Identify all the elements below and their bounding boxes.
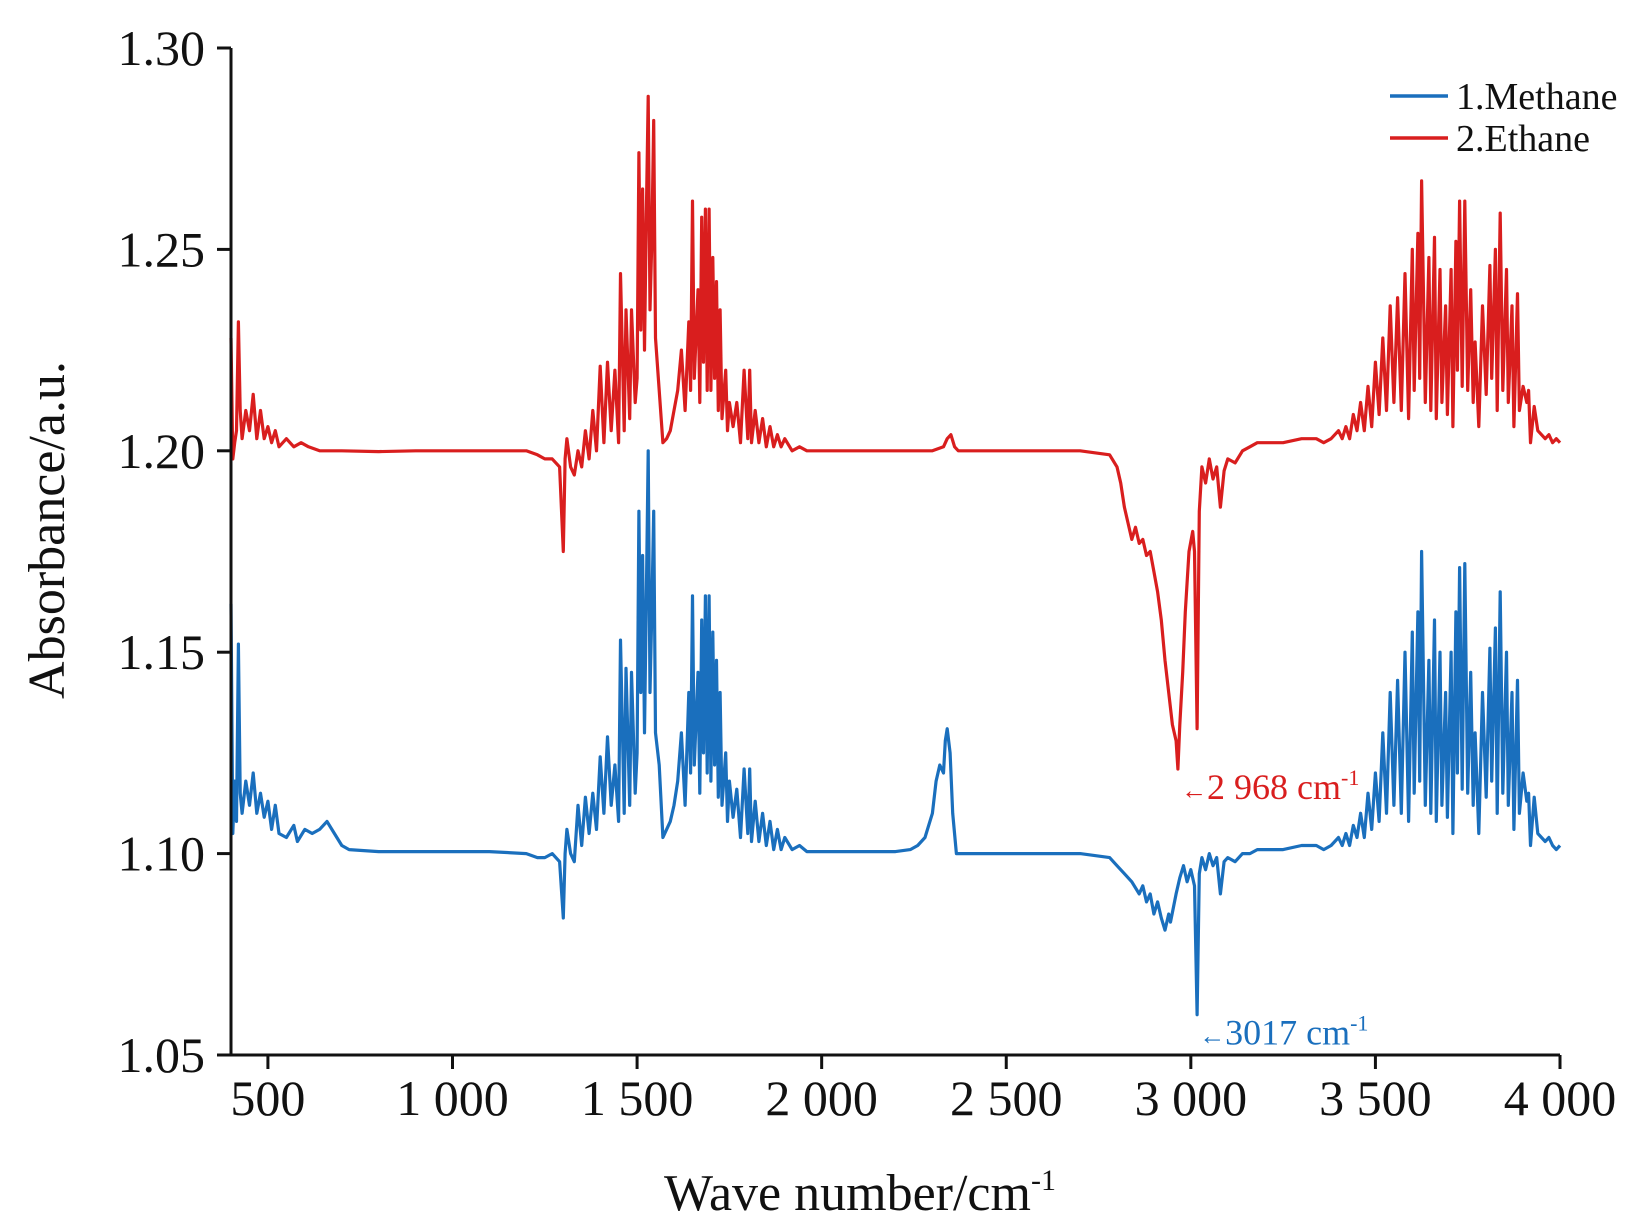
annotation-arrow: ←	[1199, 1022, 1225, 1051]
x-tick-label: 1 500	[581, 1070, 694, 1126]
x-tick-label: 1 000	[396, 1070, 509, 1126]
x-axis-title-sup: -1	[1031, 1164, 1056, 1197]
x-tick-label: 3 000	[1135, 1070, 1248, 1126]
y-axis-title: Absorbance/a.u.	[19, 361, 76, 699]
y-tick-label: 1.30	[118, 20, 206, 76]
y-tick-label: 1.05	[118, 1027, 206, 1083]
annotations-layer: ←2 968 cm-1←3017 cm-1	[1181, 765, 1368, 1053]
x-tick-label: 4 000	[1504, 1070, 1617, 1126]
annotation-text: 2 968 cm	[1207, 767, 1341, 807]
series-line-1-methane	[229, 449, 1562, 1017]
series-layer	[229, 94, 1562, 1017]
legend-label: 1.Methane	[1456, 76, 1617, 118]
annotation-arrow: ←	[1181, 776, 1207, 805]
peak-annotation: ←3017 cm-1	[1199, 1011, 1368, 1053]
y-tick-label: 1.20	[118, 423, 206, 479]
y-tick-label: 1.10	[118, 826, 206, 882]
y-tick-label: 1.25	[118, 221, 206, 277]
annotation-sup: -1	[1341, 765, 1359, 790]
series-line-2-ethane	[229, 94, 1562, 771]
x-tick-label: 500	[230, 1070, 305, 1126]
x-tick-label: 2 500	[950, 1070, 1063, 1126]
ticks-layer: 1.05 1.10 1.15 1.20 1.25 1.30 500 1 000 1 500 2 0…	[118, 20, 1617, 1126]
x-axis-title: Wave number/cm-1	[664, 1164, 1056, 1222]
annotation-sup: -1	[1350, 1011, 1368, 1036]
y-tick-label: 1.15	[118, 624, 206, 680]
x-axis-title-text: Wave number/cm	[664, 1165, 1031, 1222]
legend-label: 2.Ethane	[1456, 118, 1590, 160]
x-tick-label: 3 500	[1319, 1070, 1432, 1126]
x-tick-label: 2 000	[765, 1070, 878, 1126]
annotation-text: 3017 cm	[1225, 1013, 1350, 1053]
peak-annotation: ←2 968 cm-1	[1181, 765, 1359, 807]
